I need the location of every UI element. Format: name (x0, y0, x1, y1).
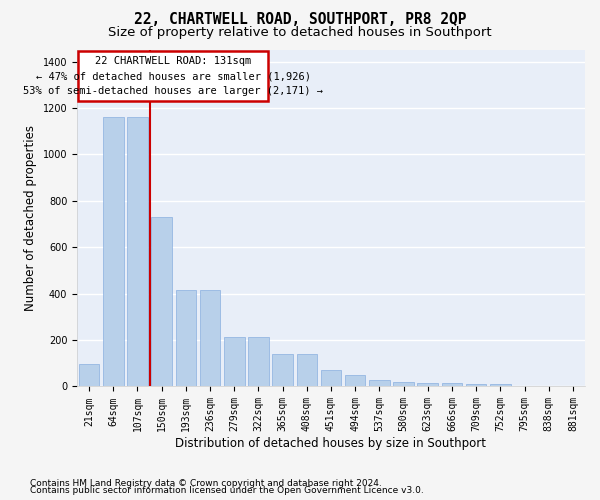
Bar (345, 375, 365, 386)
Bar (200, 290, 220, 386)
Text: Contains public sector information licensed under the Open Government Licence v3: Contains public sector information licen… (30, 486, 424, 495)
Text: Size of property relative to detached houses in Southport: Size of property relative to detached ho… (108, 26, 492, 39)
Bar (176, 290, 196, 386)
Bar (272, 354, 293, 386)
Bar (78, 51, 268, 101)
X-axis label: Distribution of detached houses by size in Southport: Distribution of detached houses by size … (175, 437, 487, 450)
Bar (369, 380, 389, 386)
Y-axis label: Number of detached properties: Number of detached properties (24, 125, 37, 311)
Bar (490, 384, 511, 386)
Bar (296, 354, 317, 386)
Bar (418, 383, 438, 386)
Bar (151, 217, 172, 386)
Text: ← 47% of detached houses are smaller (1,926): ← 47% of detached houses are smaller (1,… (35, 71, 311, 81)
Text: 53% of semi-detached houses are larger (2,171) →: 53% of semi-detached houses are larger (… (23, 86, 323, 96)
Text: Contains HM Land Registry data © Crown copyright and database right 2024.: Contains HM Land Registry data © Crown c… (30, 478, 382, 488)
Bar (79, 364, 100, 386)
Bar (248, 336, 269, 386)
Bar (224, 336, 245, 386)
Bar (442, 383, 462, 386)
Bar (127, 118, 148, 386)
Bar (393, 382, 414, 386)
Bar (321, 370, 341, 386)
Text: 22 CHARTWELL ROAD: 131sqm: 22 CHARTWELL ROAD: 131sqm (95, 56, 251, 66)
Text: 22, CHARTWELL ROAD, SOUTHPORT, PR8 2QP: 22, CHARTWELL ROAD, SOUTHPORT, PR8 2QP (134, 12, 466, 28)
Bar (466, 384, 487, 386)
Bar (103, 118, 124, 386)
